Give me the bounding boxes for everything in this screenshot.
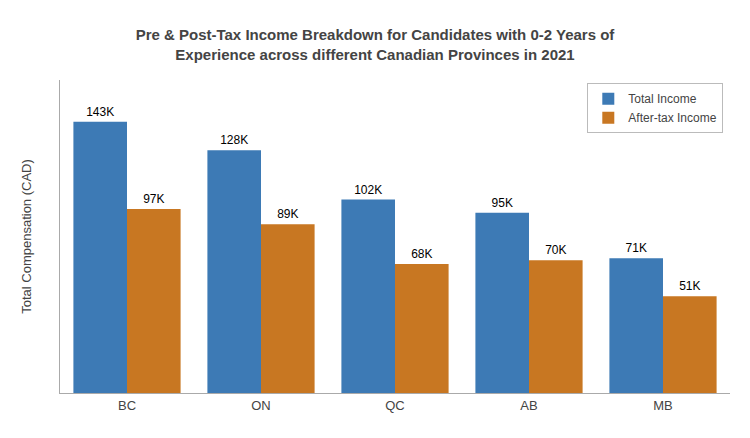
- svg-text:68K: 68K: [411, 247, 432, 261]
- svg-text:97K: 97K: [143, 192, 164, 206]
- svg-text:95K: 95K: [492, 196, 513, 210]
- svg-text:After-tax Income: After-tax Income: [628, 111, 716, 125]
- svg-text:70K: 70K: [545, 243, 566, 257]
- svg-text:Total Income: Total Income: [628, 92, 696, 106]
- svg-text:102K: 102K: [354, 183, 382, 197]
- svg-text:BC: BC: [118, 398, 136, 413]
- svg-text:MB: MB: [653, 398, 673, 413]
- svg-text:QC: QC: [385, 398, 405, 413]
- svg-text:Total Compensation (CAD): Total Compensation (CAD): [19, 159, 34, 314]
- svg-text:ON: ON: [251, 398, 271, 413]
- svg-text:128K: 128K: [220, 133, 248, 147]
- svg-text:AB: AB: [520, 398, 537, 413]
- svg-text:89K: 89K: [277, 207, 298, 221]
- svg-text:143K: 143K: [86, 105, 114, 119]
- svg-text:Pre & Post-Tax Income Breakdow: Pre & Post-Tax Income Breakdown for Cand…: [136, 26, 616, 63]
- svg-text:51K: 51K: [679, 279, 700, 293]
- svg-text:71K: 71K: [626, 241, 647, 255]
